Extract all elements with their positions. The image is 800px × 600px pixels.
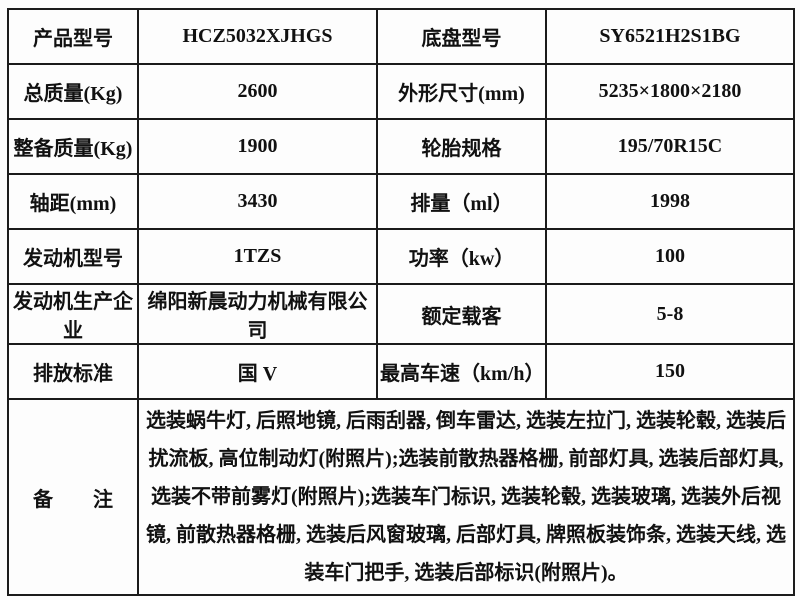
spec-label-displacement: 排量（ml） xyxy=(376,173,547,230)
spec-label-wheelbase: 轴距(mm) xyxy=(7,173,139,230)
table-row: 整备质量(Kg) 1900 轮胎规格 195/70R15C xyxy=(7,118,795,175)
remark-text: 选装蜗牛灯, 后照地镜, 后雨刮器, 倒车雷达, 选装左拉门, 选装轮毂, 选装… xyxy=(137,398,795,596)
spec-value-engine-manufacturer: 绵阳新晨动力机械有限公司 xyxy=(137,283,378,345)
table-row: 发动机型号 1TZS 功率（kw） 100 xyxy=(7,228,795,285)
table-row: 总质量(Kg) 2600 外形尺寸(mm) 5235×1800×2180 xyxy=(7,63,795,120)
spec-label-product-model: 产品型号 xyxy=(7,8,139,65)
spec-value-curb-mass: 1900 xyxy=(137,118,378,175)
spec-value-max-speed: 150 xyxy=(545,343,795,400)
spec-value-engine-model: 1TZS xyxy=(137,228,378,285)
spec-label-dimensions: 外形尺寸(mm) xyxy=(376,63,547,120)
spec-value-chassis-model: SY6521H2S1BG xyxy=(545,8,795,65)
spec-value-product-model: HCZ5032XJHGS xyxy=(137,8,378,65)
spec-value-dimensions: 5235×1800×2180 xyxy=(545,63,795,120)
spec-label-emission-standard: 排放标准 xyxy=(7,343,139,400)
spec-label-rated-passengers: 额定载客 xyxy=(376,283,547,345)
spec-value-wheelbase: 3430 xyxy=(137,173,378,230)
spec-label-power: 功率（kw） xyxy=(376,228,547,285)
spec-value-tire-spec: 195/70R15C xyxy=(545,118,795,175)
table-row: 发动机生产企业 绵阳新晨动力机械有限公司 额定载客 5-8 xyxy=(7,283,795,345)
table-row-remark: 备 注 选装蜗牛灯, 后照地镜, 后雨刮器, 倒车雷达, 选装左拉门, 选装轮毂… xyxy=(7,398,795,596)
table-row: 排放标准 国 V 最高车速（km/h） 150 xyxy=(7,343,795,400)
table-row: 轴距(mm) 3430 排量（ml） 1998 xyxy=(7,173,795,230)
spec-value-rated-passengers: 5-8 xyxy=(545,283,795,345)
spec-label-engine-model: 发动机型号 xyxy=(7,228,139,285)
spec-value-power: 100 xyxy=(545,228,795,285)
vehicle-spec-table: 产品型号 HCZ5032XJHGS 底盘型号 SY6521H2S1BG 总质量(… xyxy=(7,8,795,596)
spec-value-emission-standard: 国 V xyxy=(137,343,378,400)
spec-label-gross-mass: 总质量(Kg) xyxy=(7,63,139,120)
spec-label-curb-mass: 整备质量(Kg) xyxy=(7,118,139,175)
spec-label-max-speed: 最高车速（km/h） xyxy=(376,343,547,400)
spec-value-gross-mass: 2600 xyxy=(137,63,378,120)
spec-label-engine-manufacturer: 发动机生产企业 xyxy=(7,283,139,345)
remark-label: 备 注 xyxy=(7,398,139,596)
spec-value-displacement: 1998 xyxy=(545,173,795,230)
spec-label-tire-spec: 轮胎规格 xyxy=(376,118,547,175)
table-row: 产品型号 HCZ5032XJHGS 底盘型号 SY6521H2S1BG xyxy=(7,8,795,65)
spec-label-chassis-model: 底盘型号 xyxy=(376,8,547,65)
